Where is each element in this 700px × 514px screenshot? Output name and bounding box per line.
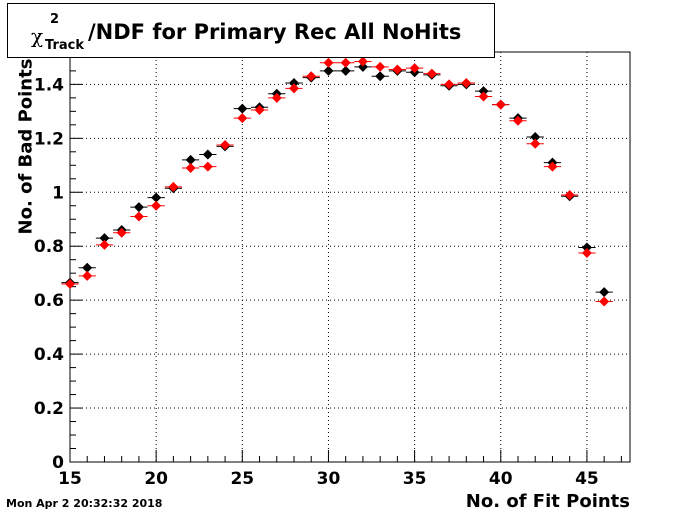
data-point-marker <box>564 189 575 200</box>
data-point-marker <box>357 61 368 72</box>
data-point-marker <box>340 57 351 68</box>
data-point-marker <box>271 92 282 103</box>
data-point-marker <box>375 61 386 72</box>
data-point-marker <box>581 242 592 253</box>
data-point-marker <box>461 78 472 89</box>
title-chi-symbol: χ <box>31 24 44 48</box>
data-point-marker <box>547 161 558 172</box>
data-point-marker <box>599 287 610 298</box>
y-tick-label: 0.4 <box>34 345 64 365</box>
x-tick-label: 35 <box>403 469 427 489</box>
plot-frame <box>69 51 631 463</box>
data-point-marker <box>254 104 265 115</box>
data-point-marker <box>513 115 523 126</box>
data-point-marker <box>357 56 368 67</box>
y-axis-label: No. of Bad Points <box>15 58 37 235</box>
data-point-marker <box>237 113 248 124</box>
data-point-marker <box>133 211 144 222</box>
data-point-marker <box>185 162 196 173</box>
data-point-marker <box>99 239 110 250</box>
data-point-marker <box>168 181 179 192</box>
x-axis-label: No. of Fit Points <box>465 491 630 512</box>
data-point-marker <box>426 68 437 79</box>
data-point-marker <box>65 278 75 289</box>
datestamp: Mon Apr 2 20:32:32 2018 <box>6 497 163 510</box>
data-point-marker <box>409 63 420 74</box>
data-point-marker <box>220 140 231 151</box>
data-point-marker <box>530 131 541 142</box>
x-tick-label: 40 <box>489 469 513 489</box>
chart-title: /NDF for Primary Rec All NoHits <box>88 20 462 44</box>
data-point-marker <box>375 71 386 82</box>
data-point-marker <box>151 192 162 203</box>
data-point-marker <box>323 57 334 68</box>
title-superscript: 2 <box>50 12 60 27</box>
data-point-marker <box>530 138 541 149</box>
data-point-marker <box>289 78 299 89</box>
data-point-marker <box>133 202 144 213</box>
y-tick-label: 1.4 <box>34 75 64 95</box>
data-point-marker <box>99 233 110 244</box>
x-tick-label: 25 <box>230 469 254 489</box>
title-subscript: Track <box>45 38 84 53</box>
data-point-marker <box>495 99 506 110</box>
data-point-marker <box>151 200 162 211</box>
x-tick-label: 45 <box>575 469 599 489</box>
data-point-marker <box>202 149 213 160</box>
data-point-marker <box>392 64 403 75</box>
data-point-marker <box>323 65 334 76</box>
data-point-marker <box>82 262 93 273</box>
y-tick-label: 0.8 <box>34 237 64 257</box>
data-point-marker <box>202 161 213 172</box>
x-tick-label: 20 <box>144 469 168 489</box>
x-tick-label: 15 <box>58 469 82 489</box>
data-point-marker <box>306 71 317 82</box>
data-point-marker <box>478 91 489 102</box>
data-point-marker <box>116 227 127 238</box>
data-point-marker <box>444 79 455 90</box>
data-point-marker <box>82 270 93 281</box>
y-tick-label: 0 <box>52 453 64 473</box>
y-tick-label: 0.6 <box>34 291 64 311</box>
data-point-marker <box>581 247 592 258</box>
chart-title-box: χ 2 Track /NDF for Primary Rec All NoHit… <box>7 3 495 58</box>
y-tick-label: 1 <box>52 183 64 203</box>
data-point-marker <box>478 86 489 97</box>
data-point-marker <box>185 154 196 165</box>
data-point-marker <box>340 65 351 76</box>
y-tick-label: 0.2 <box>34 399 64 419</box>
y-tick-label: 1.2 <box>34 129 64 149</box>
x-tick-label: 30 <box>317 469 341 489</box>
data-point-marker <box>599 296 610 307</box>
data-point-marker <box>237 103 248 114</box>
data-point-marker <box>289 83 299 94</box>
